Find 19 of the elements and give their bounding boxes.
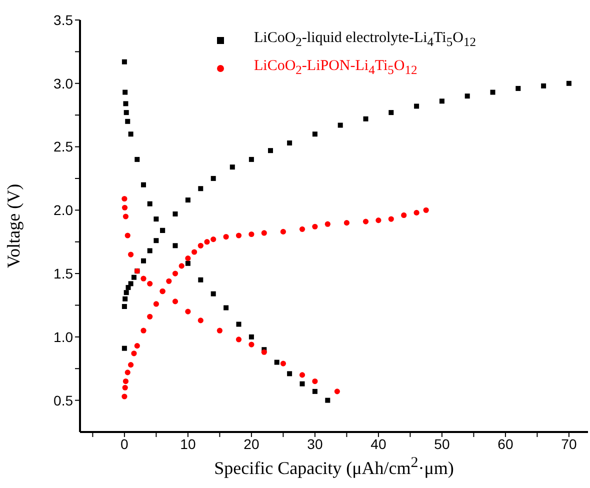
y-tick-label: 2.0 (54, 202, 74, 218)
x-axis-title: Specific Capacity (μAh/cm$^{2}$·μm) (213, 455, 455, 479)
x-tick-label: 0 (120, 436, 129, 452)
y-tick-label: 1.0 (54, 328, 74, 345)
x-tick-label: 70 (561, 436, 577, 452)
x-tick-label: 50 (434, 436, 450, 452)
legend-label: LiCoO$_{2}$-LiPON-Li$_{4}$Ti$_{5}$O$_{12}$ (254, 58, 418, 78)
x-tick-label: 10 (180, 436, 196, 452)
y-tick-label: 0.5 (54, 392, 74, 408)
x-tick-label: 30 (307, 436, 323, 452)
y-tick-label: 1.5 (54, 266, 74, 282)
y-tick-label: 3.0 (54, 75, 74, 92)
y-axis-title: Voltage (V) (4, 184, 24, 268)
legend-label: LiCoO$_{2}$-liquid electrolyte-Li$_{4}$Ti$_{5}$O$_{12}$ (254, 30, 476, 50)
y-tick-label: 2.5 (54, 138, 74, 155)
x-tick-label: 40 (370, 436, 386, 452)
x-tick-label: 60 (498, 436, 514, 452)
y-tick-label: 3.5 (54, 12, 74, 28)
x-tick-label: 20 (244, 436, 260, 452)
